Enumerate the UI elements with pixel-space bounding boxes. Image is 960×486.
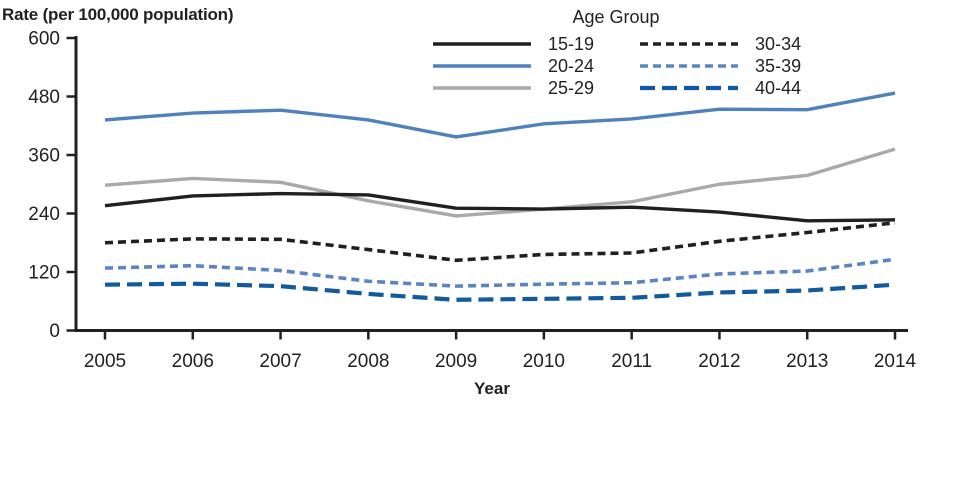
x-tick-label: 2013: [786, 351, 828, 372]
legend-items: 15-19 20-24 25-29 30-34 35-39 40-44: [433, 33, 801, 99]
x-tick-label: 2005: [84, 351, 126, 372]
legend-swatch-25-29: [433, 86, 531, 90]
y-tick-label: 240: [28, 204, 60, 225]
legend: Age Group 15-19 20-24 25-29 30-34 35-39 40-44: [433, 7, 801, 99]
legend-item-35-39: 35-39: [640, 55, 801, 77]
legend-label-40-44: 40-44: [755, 77, 802, 98]
legend-swatch-30-34: [640, 42, 739, 46]
x-tick-label: 2008: [347, 351, 389, 372]
legend-item-20-24: 20-24: [433, 55, 594, 77]
legend-item-30-34: 30-34: [640, 33, 801, 55]
x-tick-label: 2006: [172, 351, 214, 372]
series-line-20-24: [104, 91, 896, 139]
x-tick-label: 2009: [435, 351, 477, 372]
y-tick-label: 0: [49, 321, 60, 342]
y-tick-label: 600: [28, 29, 60, 50]
y-axis-title: Rate (per 100,000 population): [2, 5, 234, 24]
legend-label-35-39: 35-39: [755, 55, 802, 76]
legend-item-15-19: 15-19: [433, 33, 594, 55]
series-line-15-19: [104, 191, 896, 223]
x-tick-label: 2010: [523, 351, 565, 372]
legend-swatch-20-24: [433, 64, 531, 68]
y-tick-label: 360: [28, 146, 60, 167]
series-line-35-39: [104, 257, 896, 288]
x-tick-label: 2014: [874, 351, 917, 372]
legend-item-40-44: 40-44: [640, 77, 801, 99]
legend-swatch-15-19: [433, 42, 531, 46]
axis-frame: [74, 36, 908, 332]
legend-title: Age Group: [572, 7, 660, 27]
legend-item-25-29: 25-29: [433, 77, 594, 99]
series-line-30-34: [104, 220, 896, 263]
legend-swatch-35-39: [640, 64, 739, 68]
y-tick-label: 480: [28, 87, 60, 108]
x-tick-label: 2007: [259, 351, 301, 372]
legend-label-20-24: 20-24: [548, 55, 595, 76]
legend-label-15-19: 15-19: [548, 33, 595, 54]
legend-label-30-34: 30-34: [755, 33, 802, 54]
legend-label-25-29: 25-29: [548, 77, 595, 98]
x-tick-label: 2011: [611, 351, 652, 372]
x-axis-label: Year: [474, 379, 510, 398]
x-tick-label: 2012: [698, 351, 740, 372]
series-line-25-29: [104, 147, 896, 218]
y-tick-label: 120: [28, 263, 60, 284]
legend-swatch-40-44: [640, 85, 739, 91]
